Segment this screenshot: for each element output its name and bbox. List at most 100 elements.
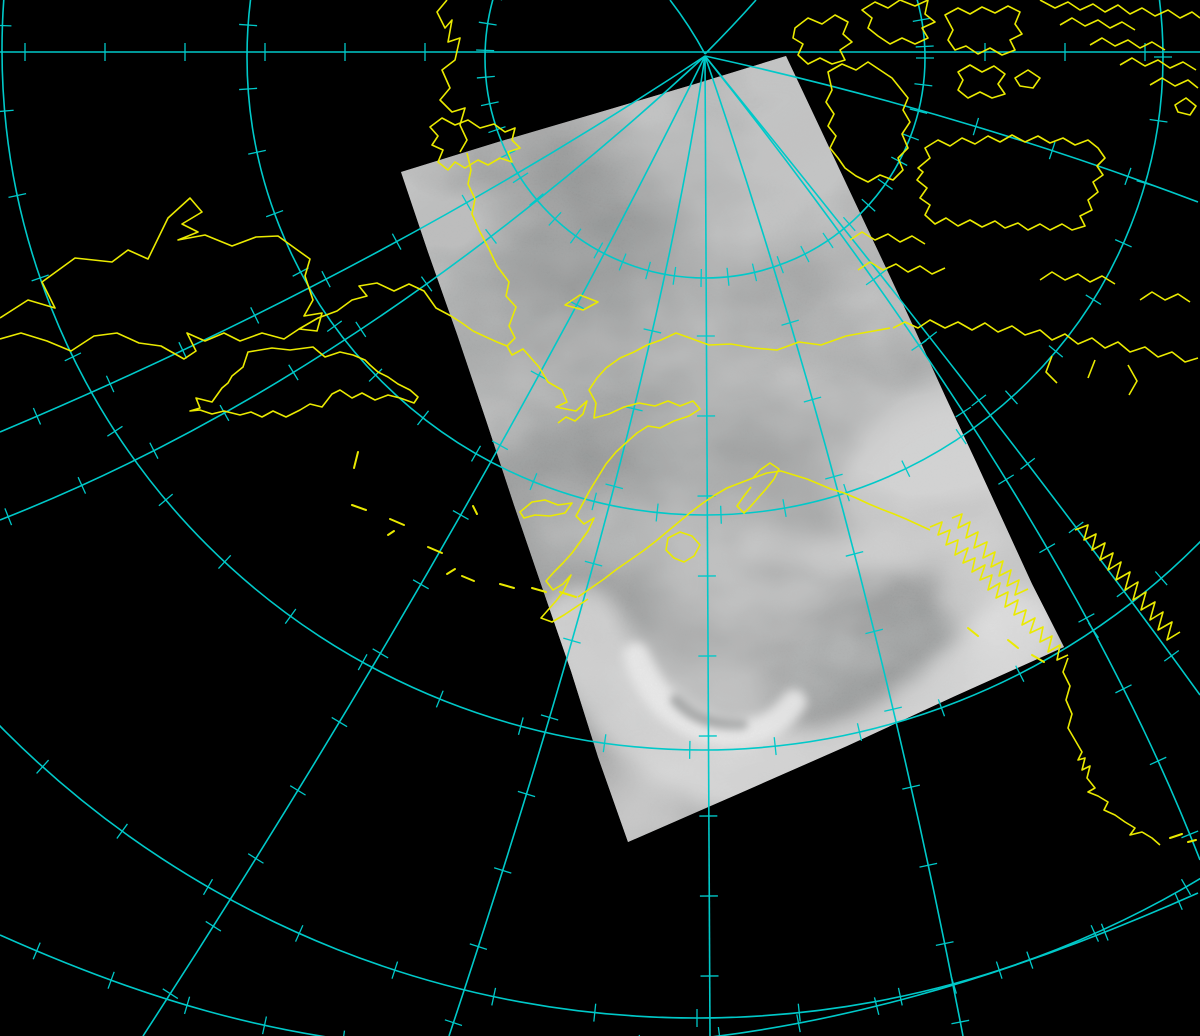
tick-mark <box>540 714 559 721</box>
tick-mark <box>1180 878 1192 896</box>
tick-mark <box>563 637 581 644</box>
tick-mark <box>998 474 1015 485</box>
tick-mark <box>914 83 933 87</box>
tick-mark <box>461 194 472 211</box>
tick-mark <box>569 228 582 244</box>
tick-mark <box>217 554 232 569</box>
tick-mark <box>8 193 27 199</box>
tick-mark <box>624 405 643 412</box>
tick-mark <box>773 737 777 756</box>
tick-mark <box>4 508 13 526</box>
tick-mark <box>800 245 810 263</box>
tick-mark <box>1026 951 1034 969</box>
tick-mark <box>498 149 516 159</box>
tick-mark <box>1136 180 1155 187</box>
tick-mark <box>77 476 87 494</box>
tick-mark <box>36 759 50 774</box>
coastline-melville-island-c <box>944 5 1023 56</box>
tick-mark <box>1090 924 1100 942</box>
tick-mark <box>202 878 214 896</box>
tick-mark <box>32 407 42 425</box>
coastline-amundsen-coast-1 <box>849 231 926 245</box>
tick-mark <box>935 941 954 947</box>
tick-mark <box>1068 521 1084 534</box>
tick-mark <box>912 17 931 23</box>
tick-mark <box>919 862 938 868</box>
tick-mark <box>178 341 188 359</box>
tick-mark <box>593 1003 597 1022</box>
tick-mark <box>284 608 297 624</box>
coastline-victoria-island <box>916 134 1106 231</box>
tick-mark <box>605 483 624 490</box>
tick-mark <box>343 1030 346 1036</box>
tick-mark <box>476 75 495 79</box>
tick-mark <box>915 45 934 48</box>
coastline-panhandle-fjords-a <box>929 521 1069 661</box>
island-dash <box>427 546 443 554</box>
island-dash <box>1031 654 1045 663</box>
tick-mark <box>584 560 603 567</box>
tick-mark <box>1048 141 1056 160</box>
tick-mark <box>591 492 598 511</box>
tick-mark <box>219 404 230 422</box>
coastline-mainland-stub-4 <box>1039 271 1116 285</box>
tick-mark <box>568 300 586 310</box>
tick-mark <box>911 339 927 351</box>
coastline-alaska-west-coast <box>540 327 891 623</box>
tick-mark <box>239 23 258 27</box>
tick-mark <box>529 193 544 206</box>
tick-mark <box>950 976 957 994</box>
tick-mark <box>452 509 469 520</box>
tick-mark <box>469 943 488 951</box>
tick-mark <box>548 211 562 226</box>
tick-mark <box>672 266 677 285</box>
meridian-line <box>448 55 706 1036</box>
meridian-line <box>0 55 706 521</box>
tick-mark <box>776 256 784 274</box>
tick-mark <box>843 483 850 502</box>
tick-mark <box>355 321 367 338</box>
tick-mark <box>391 233 402 250</box>
tick-mark <box>1174 892 1183 911</box>
tick-mark <box>31 274 49 282</box>
tick-mark <box>488 126 506 134</box>
tick-mark <box>1181 830 1199 839</box>
tick-mark <box>470 445 482 462</box>
island-dash <box>461 575 475 582</box>
tick-mark <box>248 149 266 155</box>
tick-mark <box>64 352 82 362</box>
island-dash <box>531 587 547 593</box>
coastline-chukotka-peninsula <box>189 346 419 418</box>
tick-mark <box>357 654 368 671</box>
coastline-chukotka-join <box>472 330 508 347</box>
island-dash <box>446 568 456 575</box>
coastline-panhandle-fjords-b <box>951 513 1029 596</box>
coastline-coronation-stub-3 <box>1127 364 1138 396</box>
coastline-mainland-stub-5 <box>1139 291 1191 303</box>
tick-mark <box>491 987 497 1006</box>
tick-mark <box>796 1014 801 1033</box>
island-dash <box>967 627 979 637</box>
tick-mark <box>416 410 430 426</box>
tick-mark <box>720 505 722 524</box>
tick-mark <box>897 987 903 1006</box>
tick-mark <box>972 117 980 136</box>
tick-mark <box>865 273 882 286</box>
tick-mark <box>1020 457 1036 470</box>
tick-mark <box>1115 684 1132 694</box>
tick-mark <box>995 961 1003 979</box>
tick-mark <box>602 734 607 753</box>
tick-mark <box>726 267 730 286</box>
tick-mark <box>782 499 787 518</box>
tick-mark <box>491 440 509 451</box>
coastline-st-lawrence-island <box>519 499 573 519</box>
tick-mark <box>825 473 843 480</box>
tick-mark <box>1078 613 1095 623</box>
coastline-overlay <box>0 0 1200 846</box>
coastline-small-island-tri <box>564 294 599 311</box>
parallel-line <box>1 0 1200 751</box>
island-dash <box>1007 639 1019 649</box>
tick-mark <box>937 699 946 717</box>
